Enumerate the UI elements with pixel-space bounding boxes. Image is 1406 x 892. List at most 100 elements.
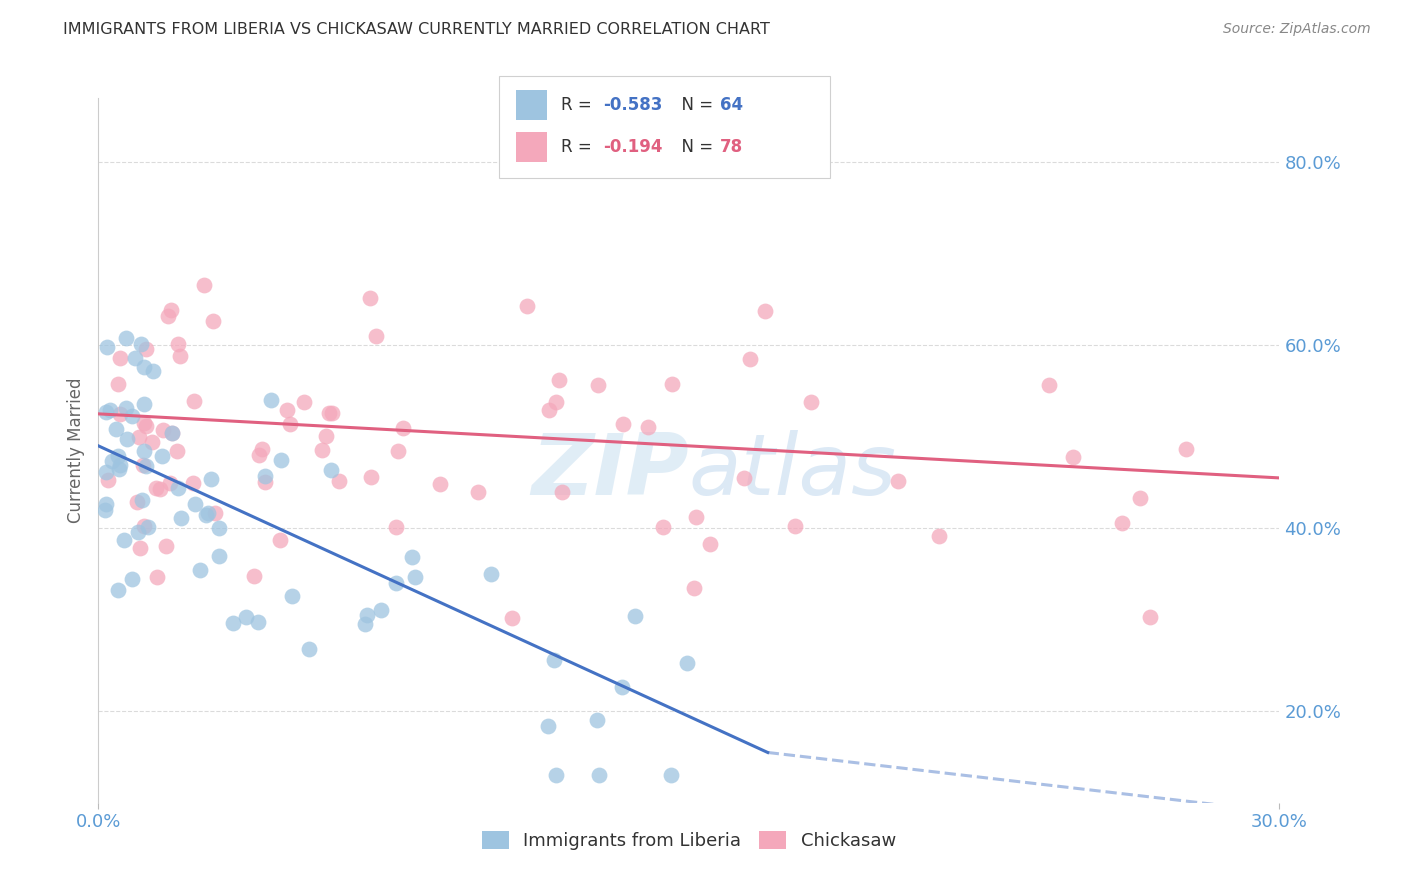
Point: [222, 615, 245, 630]
Point: [246, 615, 269, 629]
Point: [278, 417, 301, 431]
Point: [543, 653, 565, 667]
Point: [738, 351, 761, 366]
Point: [149, 482, 172, 496]
Point: [479, 567, 502, 582]
Point: [547, 373, 569, 387]
Text: R =: R =: [561, 96, 598, 114]
Point: [544, 395, 567, 409]
Point: [107, 462, 129, 476]
Text: -0.583: -0.583: [603, 96, 662, 114]
Point: [401, 550, 423, 565]
Point: [134, 416, 156, 430]
Point: [127, 525, 149, 540]
Point: [114, 401, 136, 416]
Point: [235, 610, 257, 624]
Point: [359, 292, 381, 306]
Point: [586, 713, 609, 727]
Point: [1129, 491, 1152, 505]
Point: [360, 470, 382, 484]
Text: 78: 78: [720, 138, 742, 156]
Point: [114, 533, 136, 547]
Point: [1111, 516, 1133, 530]
Point: [385, 576, 408, 591]
Point: [110, 351, 132, 365]
Text: ZIP: ZIP: [531, 430, 689, 513]
Point: [637, 419, 659, 434]
Point: [537, 402, 560, 417]
Point: [190, 563, 212, 577]
Point: [181, 475, 204, 490]
Point: [659, 768, 682, 782]
Text: IMMIGRANTS FROM LIBERIA VS CHICKASAW CURRENTLY MARRIED CORRELATION CHART: IMMIGRANTS FROM LIBERIA VS CHICKASAW CUR…: [63, 22, 770, 37]
Point: [184, 497, 207, 511]
Point: [546, 768, 568, 782]
Point: [197, 506, 219, 520]
Point: [281, 590, 304, 604]
Point: [783, 519, 806, 533]
Point: [385, 520, 408, 534]
Point: [132, 360, 155, 375]
Point: [467, 485, 489, 500]
Point: [146, 570, 169, 584]
Point: [135, 342, 157, 356]
Text: -0.194: -0.194: [603, 138, 662, 156]
Point: [162, 426, 184, 441]
Point: [253, 475, 276, 489]
Point: [167, 337, 190, 351]
Point: [276, 402, 298, 417]
Point: [121, 572, 143, 586]
Point: [110, 458, 132, 472]
Point: [110, 408, 132, 422]
Point: [588, 768, 610, 782]
Point: [204, 507, 226, 521]
Point: [537, 719, 560, 733]
Text: Source: ZipAtlas.com: Source: ZipAtlas.com: [1223, 22, 1371, 37]
Point: [1038, 378, 1060, 392]
Text: 64: 64: [720, 96, 742, 114]
Point: [94, 497, 117, 511]
Point: [292, 395, 315, 409]
Point: [98, 403, 121, 417]
Point: [135, 418, 157, 433]
Point: [370, 603, 392, 617]
Point: [170, 511, 193, 525]
Point: [1139, 610, 1161, 624]
Point: [315, 429, 337, 443]
Point: [160, 425, 183, 440]
Point: [354, 617, 377, 632]
Point: [652, 520, 675, 534]
Point: [115, 331, 138, 345]
Point: [104, 422, 127, 436]
Point: [155, 539, 177, 553]
Point: [94, 465, 117, 479]
Point: [661, 376, 683, 391]
Point: [97, 474, 120, 488]
Point: [269, 533, 291, 547]
Point: [157, 309, 180, 323]
Point: [551, 484, 574, 499]
Point: [610, 681, 633, 695]
Point: [429, 477, 451, 491]
Text: N =: N =: [671, 96, 718, 114]
Point: [131, 493, 153, 508]
Point: [675, 656, 697, 670]
Point: [121, 409, 143, 424]
Point: [141, 435, 163, 450]
Point: [169, 350, 191, 364]
Legend: Immigrants from Liberia, Chickasaw: Immigrants from Liberia, Chickasaw: [475, 823, 903, 857]
Point: [183, 394, 205, 409]
Text: R =: R =: [561, 138, 598, 156]
Point: [117, 432, 139, 446]
Point: [96, 340, 118, 354]
Point: [195, 508, 218, 522]
Point: [800, 395, 823, 409]
Point: [145, 481, 167, 495]
Point: [1175, 442, 1198, 456]
Point: [319, 463, 342, 477]
Point: [129, 541, 152, 556]
Point: [321, 406, 343, 420]
Point: [250, 442, 273, 456]
Point: [683, 581, 706, 595]
Point: [94, 405, 117, 419]
